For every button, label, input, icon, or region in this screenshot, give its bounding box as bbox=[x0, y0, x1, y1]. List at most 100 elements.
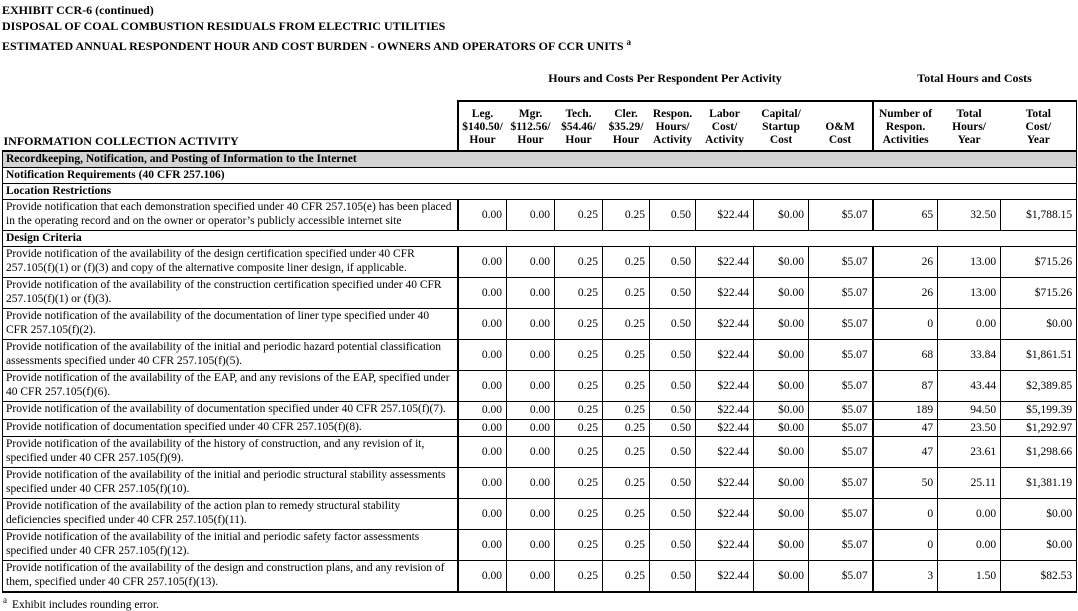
value-cell: $82.53 bbox=[1000, 560, 1078, 593]
value-cell: $0.00 bbox=[753, 308, 809, 340]
table-title: ESTIMATED ANNUAL RESPONDENT HOUR AND COS… bbox=[2, 34, 1078, 54]
column-header-line: Cler. bbox=[614, 108, 638, 120]
value-cell: $0.00 bbox=[753, 339, 809, 371]
column-header-line: Activity bbox=[705, 134, 744, 146]
column-header-line: Hour bbox=[469, 134, 496, 146]
value-cell: 0.25 bbox=[602, 467, 650, 499]
value-cell: 1.50 bbox=[937, 560, 1002, 593]
value-cell: 0.25 bbox=[602, 498, 650, 530]
value-cell: $0.00 bbox=[753, 199, 809, 231]
value-cell: 0.25 bbox=[602, 277, 650, 309]
value-cell: 47 bbox=[871, 418, 939, 437]
value-cell: $5.07 bbox=[807, 418, 874, 437]
value-cell: $22.44 bbox=[695, 277, 754, 309]
value-cell: $22.44 bbox=[695, 370, 754, 402]
value-cell: $0.00 bbox=[753, 436, 809, 468]
column-header-line: $35.29/ bbox=[608, 121, 644, 133]
value-cell: 0.25 bbox=[602, 560, 650, 593]
value-cell: 0.00 bbox=[456, 246, 507, 278]
value-cell: $0.00 bbox=[753, 370, 809, 402]
value-cell: 0.00 bbox=[937, 529, 1002, 561]
value-cell: 0.50 bbox=[649, 418, 696, 437]
column-header-line: Total bbox=[956, 108, 982, 120]
value-cell: 0.50 bbox=[649, 529, 696, 561]
value-cell: 0.00 bbox=[456, 436, 507, 468]
activity-cell: Provide notification of the availability… bbox=[2, 529, 459, 561]
value-cell: $22.44 bbox=[695, 199, 754, 231]
value-cell: 0.50 bbox=[649, 401, 696, 420]
value-cell: 0.00 bbox=[456, 560, 507, 593]
value-cell: 68 bbox=[871, 339, 939, 371]
column-header-line: Year bbox=[957, 134, 981, 146]
footnote-sup: a bbox=[3, 595, 7, 605]
section-row: Notification Requirements (40 CFR 257.10… bbox=[1, 167, 1078, 184]
value-cell: $5.07 bbox=[807, 436, 874, 468]
column-header-line: Year bbox=[1026, 134, 1050, 146]
value-cell: 0.25 bbox=[554, 498, 603, 530]
value-cell: 0.25 bbox=[602, 401, 650, 420]
value-cell: 0.50 bbox=[649, 498, 696, 530]
exhibit-title: EXHIBIT CCR-6 (continued) bbox=[2, 3, 154, 17]
column-header: Leg. $140.50/Hour bbox=[456, 100, 507, 152]
value-cell: $5,199.39 bbox=[1000, 401, 1078, 420]
value-cell: 0.00 bbox=[506, 418, 555, 437]
value-cell: $5.07 bbox=[807, 277, 874, 309]
value-cell: 13.00 bbox=[937, 277, 1002, 309]
value-cell: 0 bbox=[871, 498, 939, 530]
column-header-line: Tech. bbox=[565, 108, 592, 120]
value-cell: 0.25 bbox=[554, 529, 603, 561]
footnote: a Exhibit includes rounding error. bbox=[2, 595, 1078, 611]
column-header: Mgr. $112.56/Hour bbox=[506, 100, 555, 152]
value-cell: 0.00 bbox=[506, 308, 555, 340]
value-cell: $22.44 bbox=[695, 436, 754, 468]
value-cell: $0.00 bbox=[753, 401, 809, 420]
value-cell: 0.00 bbox=[506, 560, 555, 593]
value-cell: $0.00 bbox=[753, 246, 809, 278]
spacer-cell bbox=[3, 61, 458, 101]
table-row: Provide notification of the availability… bbox=[2, 436, 1078, 468]
value-cell: 0.25 bbox=[602, 529, 650, 561]
value-cell: 0.25 bbox=[602, 370, 650, 402]
value-cell: 0.00 bbox=[456, 308, 507, 340]
column-header-line: Respon. bbox=[885, 121, 926, 133]
value-cell: 0.25 bbox=[602, 418, 650, 437]
activity-cell: Provide notification of the availability… bbox=[2, 401, 459, 420]
value-cell: $0.00 bbox=[753, 418, 809, 437]
value-cell: 0.00 bbox=[506, 467, 555, 499]
value-cell: 0.00 bbox=[506, 498, 555, 530]
group-header-totals: Total Hours and Costs bbox=[917, 70, 1032, 85]
value-cell: 0.50 bbox=[649, 277, 696, 309]
section-label: Recordkeeping, Notification, and Posting… bbox=[1, 150, 1078, 168]
activity-cell: Provide notification of the availability… bbox=[2, 560, 459, 593]
column-header-line: Hour bbox=[517, 134, 544, 146]
value-cell: 0.25 bbox=[554, 436, 603, 468]
value-cell: $5.07 bbox=[807, 339, 874, 371]
value-cell: 0.50 bbox=[649, 339, 696, 371]
value-cell: $1,298.66 bbox=[1000, 436, 1078, 468]
column-header-line: $54.46/ bbox=[561, 121, 596, 133]
value-cell: 0.00 bbox=[506, 401, 555, 420]
column-header-line: Activity bbox=[653, 134, 692, 146]
column-header-line: Total bbox=[1025, 108, 1051, 120]
value-cell: $0.00 bbox=[753, 498, 809, 530]
footnote-text: Exhibit includes rounding error. bbox=[12, 598, 159, 611]
table-row: Provide notification of the availability… bbox=[2, 498, 1078, 530]
value-cell: 26 bbox=[871, 277, 939, 309]
value-cell: 47 bbox=[871, 436, 939, 468]
group-header-per-activity: Hours and Costs Per Respondent Per Activ… bbox=[548, 70, 782, 85]
value-cell: 0.25 bbox=[554, 560, 603, 593]
table-row: Provide notification of the availability… bbox=[2, 529, 1078, 561]
value-cell: 0.25 bbox=[554, 199, 603, 231]
value-cell: 0.00 bbox=[456, 498, 507, 530]
section-row: Design Criteria bbox=[1, 230, 1078, 247]
column-header: Labor Cost/Activity bbox=[695, 100, 754, 152]
column-header-line: O&M bbox=[825, 121, 855, 133]
value-cell: 0.25 bbox=[602, 199, 650, 231]
value-cell: $715.26 bbox=[1000, 277, 1078, 309]
table-row: Provide notification of the availability… bbox=[2, 560, 1078, 593]
value-cell: 13.00 bbox=[937, 246, 1002, 278]
value-cell: $0.00 bbox=[1000, 308, 1078, 340]
column-header: Capital/Startup Cost bbox=[753, 100, 809, 152]
value-cell: $5.07 bbox=[807, 401, 874, 420]
